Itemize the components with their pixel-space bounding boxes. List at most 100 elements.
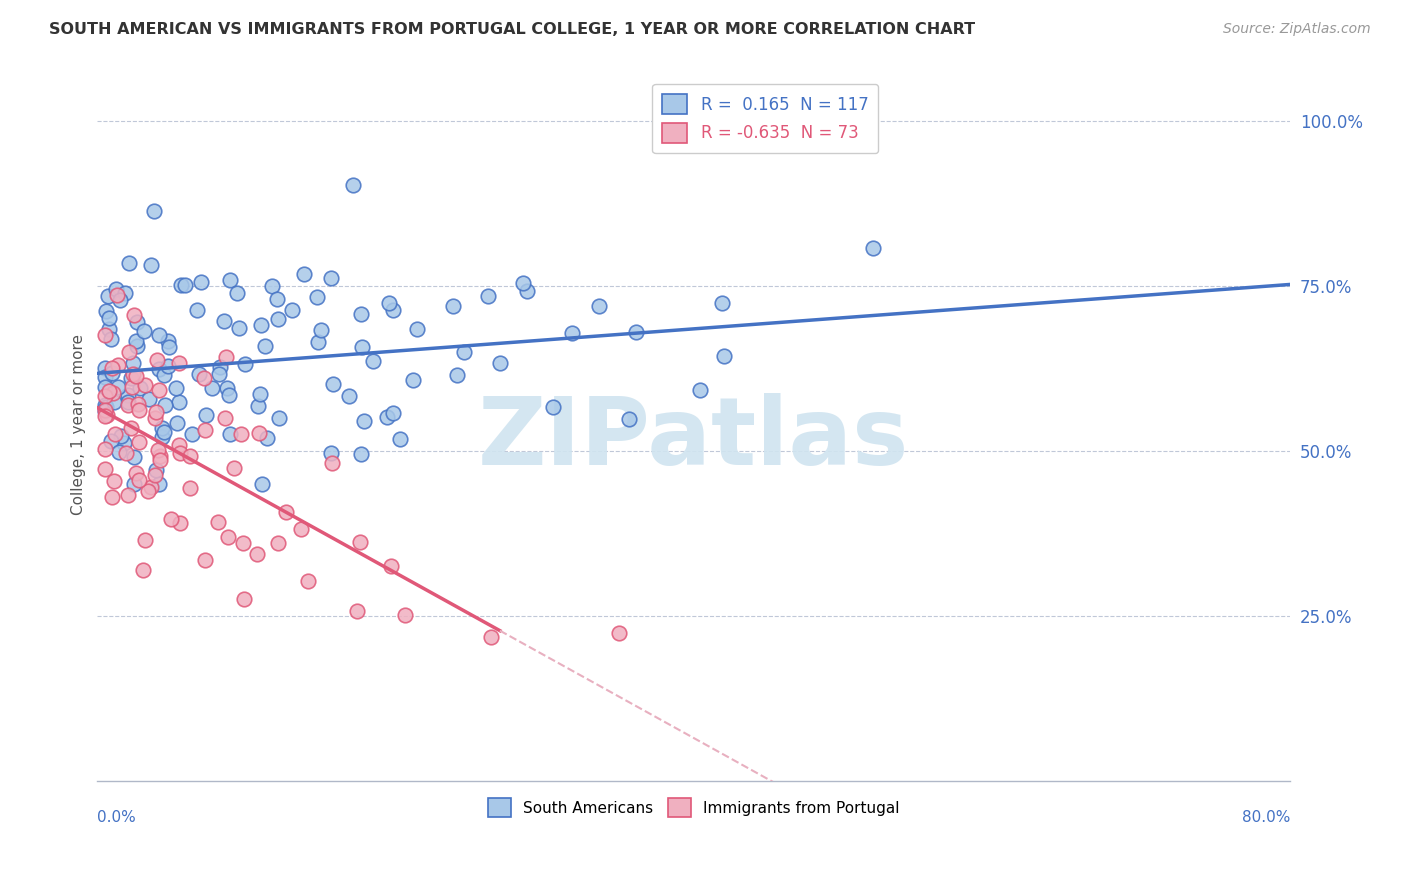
- Point: [180, 426, 202, 441]
- Point: [125, 315, 148, 329]
- Point: [153, 368, 176, 382]
- Point: [321, 446, 343, 460]
- Point: [117, 387, 139, 401]
- Point: [94, 361, 117, 376]
- Text: 0.0%: 0.0%: [97, 810, 136, 824]
- Point: [118, 256, 141, 270]
- Point: [156, 334, 179, 348]
- Point: [228, 321, 250, 335]
- Point: [122, 368, 145, 382]
- Point: [115, 446, 138, 460]
- Point: [94, 442, 117, 457]
- Text: Source: ZipAtlas.com: Source: ZipAtlas.com: [1223, 22, 1371, 37]
- Point: [150, 430, 173, 444]
- Point: [292, 268, 315, 282]
- Point: [194, 424, 217, 438]
- Point: [516, 284, 538, 298]
- Point: [193, 370, 215, 384]
- Point: [607, 626, 630, 640]
- Point: [218, 426, 240, 441]
- Point: [208, 359, 231, 374]
- Point: [122, 477, 145, 491]
- Point: [689, 383, 711, 397]
- Point: [100, 366, 122, 380]
- Point: [231, 536, 253, 550]
- Point: [169, 446, 191, 460]
- Point: [117, 394, 139, 409]
- Point: [134, 378, 156, 392]
- Text: SOUTH AMERICAN VS IMMIGRANTS FROM PORTUGAL COLLEGE, 1 YEAR OR MORE CORRELATION C: SOUTH AMERICAN VS IMMIGRANTS FROM PORTUG…: [49, 22, 976, 37]
- Point: [402, 373, 425, 387]
- Point: [862, 241, 884, 255]
- Point: [132, 563, 155, 577]
- Point: [441, 299, 464, 313]
- Point: [249, 387, 271, 401]
- Point: [186, 302, 208, 317]
- Point: [107, 358, 129, 372]
- Point: [297, 574, 319, 588]
- Point: [246, 547, 269, 561]
- Point: [247, 426, 270, 441]
- Point: [118, 345, 141, 359]
- Point: [512, 276, 534, 290]
- Point: [349, 535, 371, 549]
- Point: [149, 452, 172, 467]
- Point: [194, 553, 217, 567]
- Point: [143, 203, 166, 218]
- Point: [267, 536, 290, 550]
- Point: [103, 475, 125, 489]
- Point: [215, 381, 238, 395]
- Point: [94, 400, 117, 414]
- Point: [267, 410, 290, 425]
- Point: [217, 530, 239, 544]
- Point: [233, 357, 256, 371]
- Point: [153, 425, 176, 439]
- Point: [98, 322, 121, 336]
- Point: [165, 381, 187, 395]
- Point: [256, 431, 278, 445]
- Point: [153, 398, 176, 412]
- Point: [101, 361, 124, 376]
- Point: [122, 356, 145, 370]
- Point: [114, 286, 136, 301]
- Point: [208, 367, 231, 381]
- Point: [139, 480, 162, 494]
- Point: [195, 409, 218, 423]
- Point: [711, 295, 734, 310]
- Point: [339, 389, 361, 403]
- Point: [138, 392, 160, 406]
- Point: [125, 334, 148, 348]
- Point: [619, 411, 641, 425]
- Point: [134, 533, 156, 547]
- Point: [148, 477, 170, 491]
- Point: [104, 281, 127, 295]
- Point: [170, 277, 193, 292]
- Point: [136, 483, 159, 498]
- Point: [322, 377, 344, 392]
- Point: [122, 450, 145, 464]
- Point: [207, 515, 229, 529]
- Point: [100, 332, 122, 346]
- Point: [148, 383, 170, 397]
- Point: [94, 389, 117, 403]
- Point: [105, 288, 128, 302]
- Point: [375, 409, 398, 424]
- Point: [260, 278, 283, 293]
- Point: [157, 340, 180, 354]
- Point: [381, 405, 404, 419]
- Point: [129, 381, 152, 395]
- Point: [132, 324, 155, 338]
- Legend: South Americans, Immigrants from Portugal: South Americans, Immigrants from Portuga…: [481, 792, 905, 823]
- Point: [380, 559, 402, 574]
- Point: [160, 512, 183, 526]
- Point: [122, 308, 145, 322]
- Point: [290, 522, 312, 536]
- Point: [125, 466, 148, 480]
- Point: [103, 395, 125, 409]
- Point: [382, 302, 405, 317]
- Point: [94, 398, 117, 412]
- Point: [96, 408, 118, 422]
- Point: [388, 432, 411, 446]
- Point: [346, 604, 368, 618]
- Point: [100, 434, 122, 448]
